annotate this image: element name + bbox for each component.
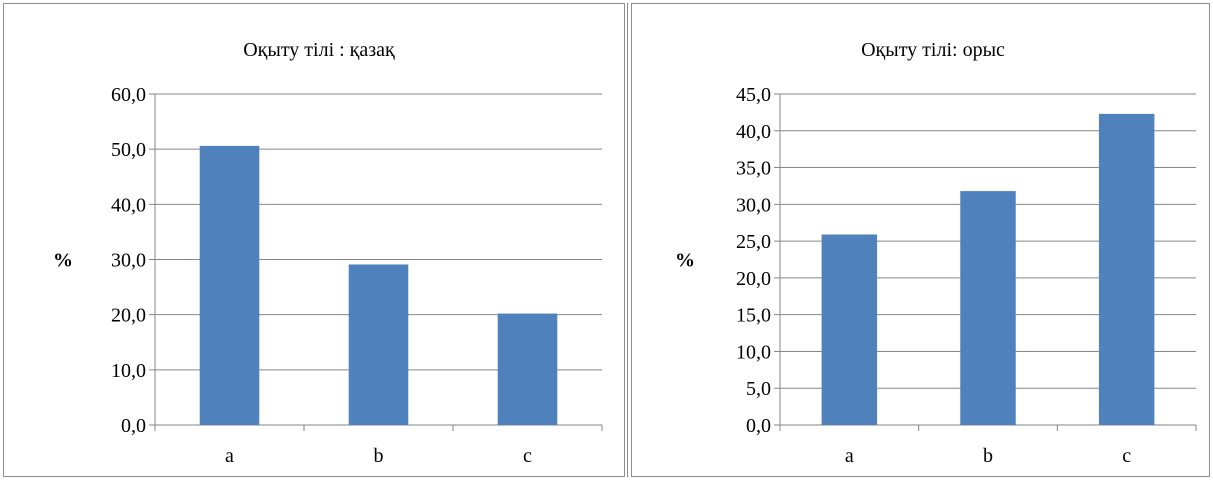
y-tick-label: 10,0 bbox=[736, 341, 771, 363]
bar-a bbox=[821, 234, 878, 425]
y-axis-label: % bbox=[53, 250, 73, 272]
y-tick-label: 15,0 bbox=[736, 305, 771, 327]
chart-panel-russian: Оқыту тілі: орыс% 0,0 5,0 10,0 15,0 20,0 25,0 3… bbox=[631, 3, 1210, 477]
y-axis-label: % bbox=[675, 250, 695, 272]
chart-russian: Оқыту тілі: орыс% 0,0 5,0 10,0 15,0 20,0 25,0 3… bbox=[675, 39, 1197, 467]
bar-b bbox=[348, 264, 409, 425]
y-tick-label: 0,0 bbox=[746, 415, 771, 437]
bar-c bbox=[1098, 113, 1155, 426]
y-tick-label: 20,0 bbox=[111, 305, 146, 327]
chart-title: Оқыту тілі : қазақ bbox=[243, 39, 395, 61]
bar-b bbox=[960, 191, 1016, 425]
y-tick-label: 45,0 bbox=[736, 84, 771, 106]
chart-kazakh: Оқыту тілі : қазақ% 0,0 10,0 20,0 30,0 40,0 50… bbox=[53, 39, 603, 467]
y-tick-label: 20,0 bbox=[736, 268, 771, 290]
y-tick-label: 25,0 bbox=[736, 231, 771, 253]
y-tick-label: 0,0 bbox=[121, 415, 146, 437]
y-tick-label: 35,0 bbox=[736, 158, 771, 180]
chart-panel-kazakh: Оқыту тілі : қазақ% 0,0 10,0 20,0 30,0 40,0 50… bbox=[3, 3, 625, 477]
chart-title: Оқыту тілі: орыс bbox=[861, 39, 1005, 61]
y-tick-label: 30,0 bbox=[736, 194, 771, 216]
y-tick-label: 5,0 bbox=[746, 378, 771, 400]
y-tick-label: 60,0 bbox=[111, 84, 146, 106]
y-tick-label: 50,0 bbox=[111, 139, 146, 161]
panel-divider bbox=[627, 3, 628, 477]
x-tick-label: c bbox=[1122, 445, 1131, 467]
bar-a bbox=[199, 145, 260, 425]
x-tick-label: a bbox=[225, 445, 234, 467]
y-tick-label: 10,0 bbox=[111, 360, 146, 382]
y-tick-label: 40,0 bbox=[111, 194, 146, 216]
x-tick-label: b bbox=[374, 445, 384, 467]
x-tick-label: b bbox=[983, 445, 993, 467]
y-tick-label: 30,0 bbox=[111, 250, 146, 272]
x-tick-label: a bbox=[845, 445, 854, 467]
x-tick-label: c bbox=[523, 445, 532, 467]
y-tick-label: 40,0 bbox=[736, 121, 771, 143]
bar-c bbox=[497, 313, 558, 425]
